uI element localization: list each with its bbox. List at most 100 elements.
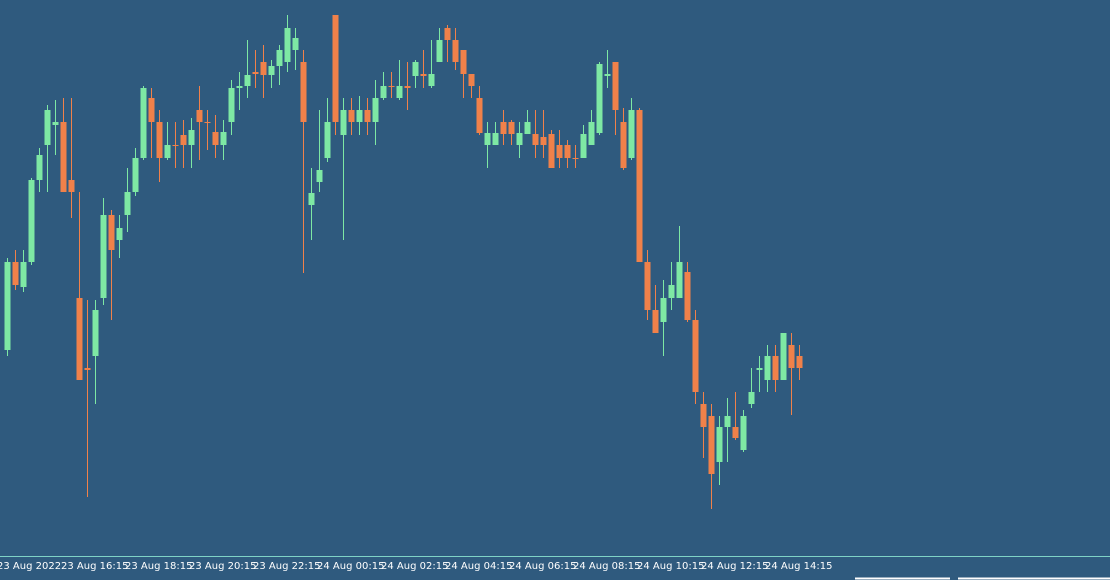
candle-body: [108, 215, 115, 250]
candle-body: [84, 368, 91, 370]
candle-body: [20, 262, 27, 287]
candle-body: [44, 110, 51, 145]
candle-body: [780, 333, 787, 380]
candle-body: [468, 74, 475, 86]
candle-body: [516, 133, 523, 145]
x-tick-label: 24 Aug 06:15: [509, 561, 576, 572]
x-tick-label: 23 Aug 22:15: [253, 561, 320, 572]
candle-body: [700, 404, 707, 427]
candle-body: [268, 66, 275, 75]
candle-body: [356, 110, 363, 122]
candle-body: [12, 262, 19, 285]
candle-body: [28, 180, 35, 262]
candle-body: [404, 86, 411, 88]
candle-body: [484, 133, 491, 145]
candle-body: [124, 192, 131, 215]
candle-body: [716, 427, 723, 462]
candle-body: [540, 137, 547, 145]
candle-body: [796, 356, 803, 368]
candle-body: [276, 50, 283, 66]
candle-body: [204, 122, 211, 123]
candle-body: [308, 193, 315, 205]
x-tick-label: 24 Aug 04:15: [445, 561, 512, 572]
candle-body: [660, 298, 667, 322]
candle-body: [148, 98, 155, 122]
candle-body: [476, 98, 483, 133]
candle-body: [324, 122, 331, 158]
x-tick-label: 23 Aug 2022: [0, 561, 61, 572]
candle-body: [604, 74, 611, 76]
candle-body: [428, 74, 435, 86]
candle-body: [508, 122, 515, 134]
candle-body: [140, 88, 147, 158]
candle-body: [236, 86, 243, 88]
x-tick-label: 24 Aug 14:15: [765, 561, 832, 572]
x-tick-label: 24 Aug 12:15: [701, 561, 768, 572]
candle-body: [252, 72, 259, 74]
candle-body: [748, 392, 755, 404]
candle-body: [348, 110, 355, 122]
candle-body: [444, 28, 451, 40]
candle-body: [36, 155, 43, 180]
candle-body: [580, 134, 587, 158]
candle-body: [52, 122, 59, 125]
candle-body: [612, 62, 619, 110]
candle-body: [388, 86, 395, 87]
candle-body: [92, 310, 99, 356]
candle-body: [452, 40, 459, 62]
candle-body: [676, 262, 683, 298]
candle-body: [412, 62, 419, 76]
candle-body: [220, 132, 227, 145]
candle-body: [68, 180, 75, 192]
candle-body: [636, 110, 643, 262]
candle-body: [708, 416, 715, 474]
x-tick-label: 23 Aug 16:15: [61, 561, 128, 572]
candle-body: [76, 298, 83, 380]
x-tick-label: 24 Aug 02:15: [381, 561, 448, 572]
candle-body: [588, 122, 595, 145]
candle-body: [652, 310, 659, 333]
candle-body: [500, 122, 507, 134]
candle-body: [396, 86, 403, 98]
candle-body: [292, 38, 299, 50]
x-tick-label: 23 Aug 18:15: [125, 561, 192, 572]
x-tick-label: 23 Aug 20:15: [189, 561, 256, 572]
candle-body: [332, 15, 339, 122]
candle-body: [132, 158, 139, 192]
candle-body: [596, 64, 603, 133]
candle-body: [260, 62, 267, 75]
candle-body: [156, 122, 163, 158]
candle-body: [380, 86, 387, 98]
candle-body: [436, 40, 443, 62]
candle-body: [100, 215, 107, 298]
candle-body: [684, 272, 691, 320]
candle-body: [212, 132, 219, 145]
candle-body: [284, 28, 291, 62]
candle-body: [628, 110, 635, 158]
candle-body: [732, 427, 739, 438]
candle-body: [316, 170, 323, 182]
candle-body: [364, 110, 371, 122]
candle-body: [244, 75, 251, 86]
candle-body: [188, 130, 195, 145]
candle-body: [340, 110, 347, 135]
candle-body: [740, 416, 747, 450]
candle-body: [180, 135, 187, 145]
x-tick-label: 24 Aug 10:15: [637, 561, 704, 572]
candle-body: [492, 133, 499, 145]
candle-body: [372, 98, 379, 122]
candle-body: [564, 145, 571, 158]
candle-body: [756, 368, 763, 370]
candle-body: [60, 122, 67, 192]
candle-body: [524, 122, 531, 134]
candle-body: [644, 262, 651, 310]
candle-body: [620, 122, 627, 168]
candle-body: [172, 145, 179, 146]
candle-body: [420, 74, 427, 76]
candle-body: [772, 356, 779, 380]
candle-body: [228, 88, 235, 122]
candle-body: [196, 110, 203, 122]
candle-body: [116, 228, 123, 240]
